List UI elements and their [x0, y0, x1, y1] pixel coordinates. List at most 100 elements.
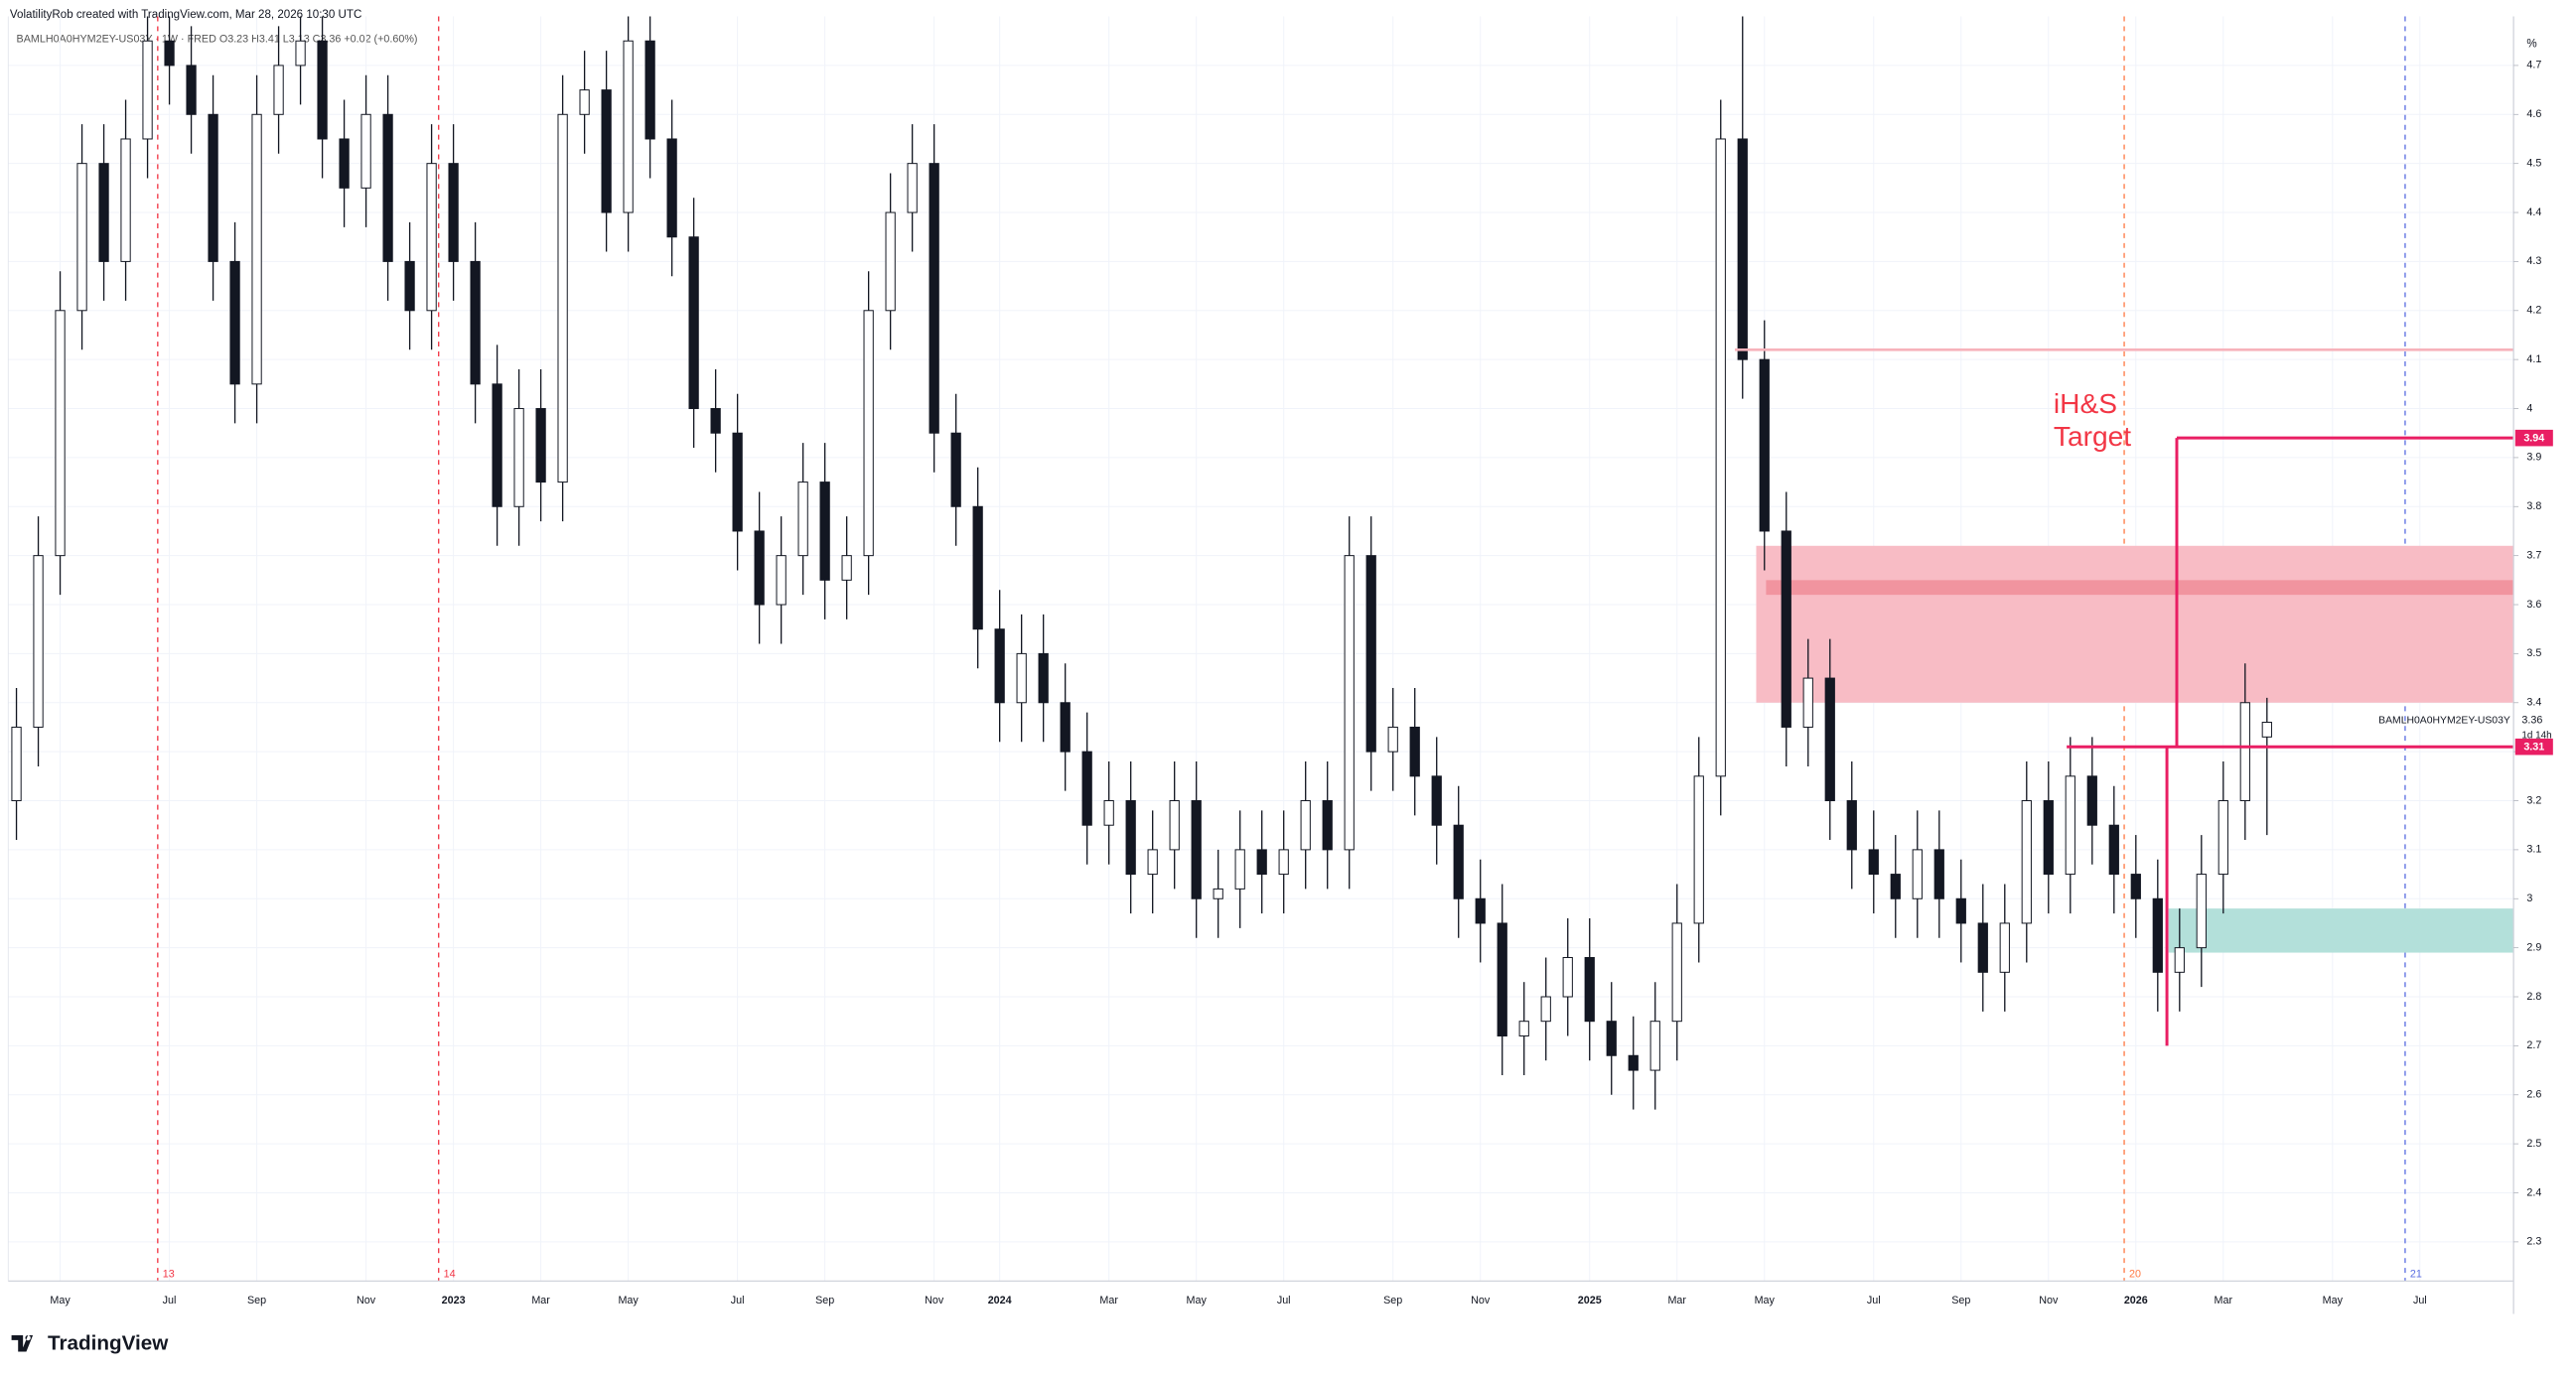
- candle-body: [339, 138, 350, 189]
- candle-body: [1933, 849, 1944, 899]
- candle-body: [1759, 358, 1770, 532]
- y-tick-label: 2.3: [2526, 1236, 2541, 1248]
- candle-body: [2130, 874, 2141, 899]
- candle-body: [1475, 897, 1486, 924]
- candle-body: [1802, 677, 1813, 728]
- candle-body: [1038, 652, 1049, 704]
- candle-body: [1125, 800, 1136, 876]
- candle-body: [98, 163, 109, 262]
- candle-body: [579, 89, 590, 115]
- candle-body: [448, 163, 459, 262]
- candle-body: [601, 89, 612, 213]
- y-tick-label: 3.1: [2526, 844, 2541, 856]
- x-tick-label: Jul: [731, 1295, 745, 1306]
- logo-text: TradingView: [48, 1332, 169, 1355]
- candle-body: [11, 726, 22, 802]
- candle-body: [1540, 996, 1551, 1023]
- candle-body: [1649, 1021, 1660, 1071]
- x-tick-label: May: [2323, 1295, 2344, 1306]
- candle-body: [273, 65, 284, 115]
- candle-body: [513, 408, 524, 507]
- candle-body: [1431, 775, 1442, 826]
- candle-body: [1234, 849, 1245, 890]
- candle-body: [76, 163, 87, 312]
- candle-body: [950, 432, 961, 507]
- candle-body: [1016, 652, 1027, 704]
- candle-body: [754, 530, 765, 606]
- x-tick-label: Jul: [2413, 1295, 2427, 1306]
- candle-body: [1256, 849, 1267, 876]
- candle-body: [1781, 530, 1791, 728]
- x-tick-label: May: [618, 1295, 639, 1306]
- y-tick-label: 3.7: [2526, 549, 2541, 561]
- candle-body: [1191, 800, 1202, 899]
- candle-body: [2174, 947, 2185, 973]
- x-tick-label: May: [50, 1295, 71, 1306]
- zone: [1756, 545, 2514, 703]
- candle-body: [623, 40, 634, 213]
- y-tick-label: 2.7: [2526, 1039, 2541, 1051]
- candle-body: [1409, 726, 1420, 777]
- candle-body: [1278, 849, 1289, 876]
- x-tick-label: Nov: [357, 1295, 376, 1306]
- candle-body: [929, 163, 939, 434]
- y-tick-label: 4.7: [2526, 60, 2541, 71]
- x-tick-label: 2024: [988, 1295, 1012, 1306]
- candle-body: [1824, 677, 1835, 802]
- candle-body: [55, 310, 66, 557]
- candle-body: [404, 260, 415, 312]
- y-tick-label: 3.4: [2526, 697, 2541, 709]
- candle-body: [142, 40, 153, 140]
- y-tick-label: 2.6: [2526, 1089, 2541, 1101]
- candle-body: [644, 40, 655, 140]
- y-tick-label: 4.3: [2526, 255, 2541, 267]
- price-tag: [2514, 429, 2553, 447]
- candle-body: [1715, 138, 1726, 777]
- y-tick-label: 3.9: [2526, 452, 2541, 464]
- candle-body: [1737, 138, 1748, 360]
- x-tick-label: Mar: [1667, 1295, 1686, 1306]
- candle-body: [1628, 1054, 1639, 1071]
- candle-body: [1584, 957, 1595, 1023]
- candle-body: [535, 408, 546, 483]
- candle-body: [994, 628, 1005, 704]
- x-tick-label: Mar: [1099, 1295, 1118, 1306]
- candle-body: [1169, 800, 1180, 851]
- x-tick-label: 2023: [442, 1295, 466, 1306]
- y-tick-label: 4.4: [2526, 206, 2541, 218]
- candle-body: [776, 555, 787, 606]
- candle-body: [295, 40, 306, 67]
- period-marker-label: 21: [2410, 1269, 2422, 1281]
- candle-body: [1890, 874, 1901, 899]
- candle-body: [557, 113, 568, 483]
- x-tick-label: Nov: [2039, 1295, 2059, 1306]
- candle-body: [1344, 555, 1355, 851]
- candle-body: [885, 211, 896, 312]
- candle-body: [1693, 775, 1704, 924]
- candle-body: [710, 408, 721, 434]
- last-price: 3.36: [2521, 715, 2542, 727]
- plot-area: [11, 16, 2514, 1282]
- zone: [2168, 908, 2514, 953]
- x-tick-label: 2026: [2124, 1295, 2148, 1306]
- price-tag-label: 3.94: [2523, 432, 2544, 444]
- candle-body: [688, 236, 699, 410]
- x-tick-label: Mar: [531, 1295, 550, 1306]
- candle-body: [1497, 922, 1507, 1037]
- candle-body: [1562, 957, 1573, 998]
- candle-body: [2239, 702, 2250, 802]
- x-tick-label: Sep: [1383, 1295, 1402, 1306]
- candle-body: [1606, 1021, 1617, 1056]
- y-tick-label: 4.2: [2526, 305, 2541, 317]
- candle-body: [1060, 702, 1071, 753]
- candle-body: [2021, 800, 2032, 924]
- y-tick-label: 4.5: [2526, 158, 2541, 170]
- candle-body: [1103, 800, 1114, 826]
- logo: TradingView: [11, 1332, 169, 1355]
- x-tick-label: Jul: [1867, 1295, 1881, 1306]
- candle-body: [1518, 1021, 1529, 1037]
- candle-body: [1213, 888, 1223, 899]
- period-marker-label: 20: [2129, 1269, 2141, 1281]
